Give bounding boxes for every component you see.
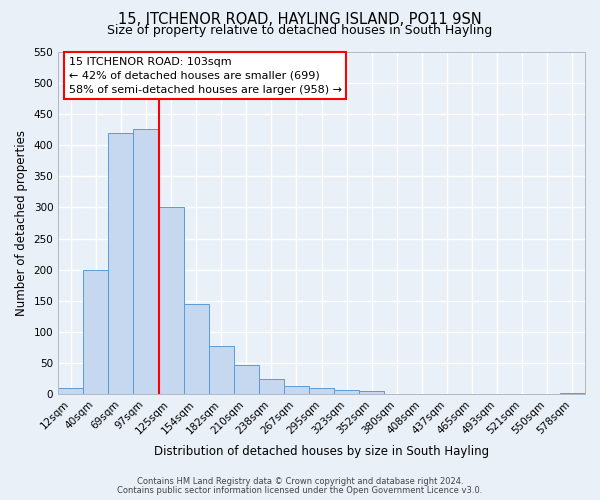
Text: Contains HM Land Registry data © Crown copyright and database right 2024.: Contains HM Land Registry data © Crown c… — [137, 478, 463, 486]
X-axis label: Distribution of detached houses by size in South Hayling: Distribution of detached houses by size … — [154, 444, 489, 458]
Bar — [209, 346, 234, 395]
Bar — [234, 364, 259, 394]
Text: 15 ITCHENOR ROAD: 103sqm
← 42% of detached houses are smaller (699)
58% of semi-: 15 ITCHENOR ROAD: 103sqm ← 42% of detach… — [69, 56, 342, 94]
Bar — [109, 132, 133, 394]
Bar — [309, 388, 334, 394]
Bar — [259, 379, 284, 394]
Bar — [334, 390, 359, 394]
Bar — [359, 392, 385, 394]
Bar — [58, 388, 83, 394]
Text: Size of property relative to detached houses in South Hayling: Size of property relative to detached ho… — [107, 24, 493, 37]
Bar — [560, 392, 585, 394]
Text: 15, ITCHENOR ROAD, HAYLING ISLAND, PO11 9SN: 15, ITCHENOR ROAD, HAYLING ISLAND, PO11 … — [118, 12, 482, 26]
Bar — [158, 208, 184, 394]
Bar — [83, 270, 109, 394]
Bar — [184, 304, 209, 394]
Bar — [284, 386, 309, 394]
Bar — [133, 130, 158, 394]
Y-axis label: Number of detached properties: Number of detached properties — [15, 130, 28, 316]
Text: Contains public sector information licensed under the Open Government Licence v3: Contains public sector information licen… — [118, 486, 482, 495]
